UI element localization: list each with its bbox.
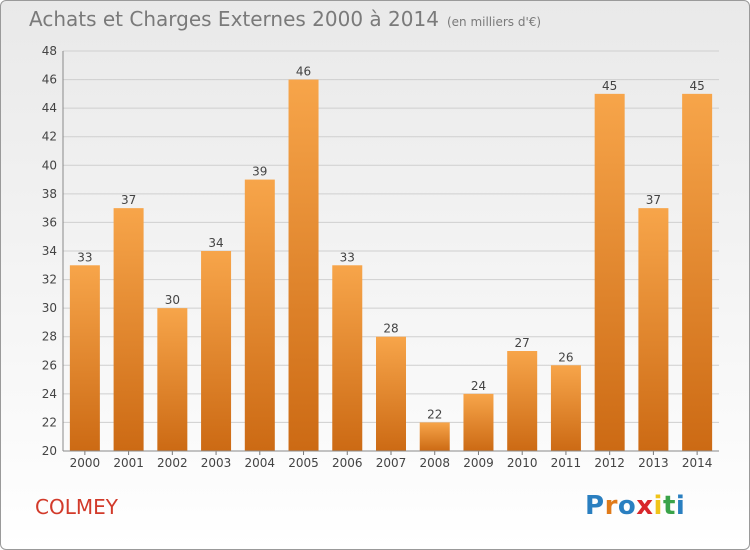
y-tick-label: 30 xyxy=(42,301,57,315)
bar-2014 xyxy=(682,93,713,451)
bar-2011 xyxy=(550,365,581,451)
bar-2009 xyxy=(463,393,494,451)
bar-2012 xyxy=(594,93,625,451)
data-label-2002: 30 xyxy=(165,293,180,307)
x-tick-label: 2011 xyxy=(551,456,582,470)
data-label-2001: 37 xyxy=(121,193,136,207)
x-tick-label: 2005 xyxy=(288,456,319,470)
data-label-2004: 39 xyxy=(252,165,267,179)
x-tick-label: 2002 xyxy=(157,456,188,470)
chart-title-main: Achats et Charges Externes 2000 à 2014 xyxy=(29,7,439,31)
logo-letter: x xyxy=(636,491,654,521)
bar-2010 xyxy=(507,351,538,451)
x-axis-ticks: 2000 2001 2002 2003 2004 2005 2006 2007 2008 2009… xyxy=(70,451,713,470)
x-tick-label: 2014 xyxy=(682,456,713,470)
x-tick-label: 2012 xyxy=(594,456,625,470)
bar-2007 xyxy=(376,336,406,451)
y-tick-label: 40 xyxy=(42,158,57,172)
bar-2001 xyxy=(113,208,144,451)
data-label-2012: 45 xyxy=(602,79,617,93)
data-label-2007: 28 xyxy=(383,322,398,336)
y-tick-label: 20 xyxy=(42,444,57,458)
bar-2002 xyxy=(157,308,188,451)
x-tick-label: 2009 xyxy=(463,456,494,470)
y-tick-label: 34 xyxy=(42,244,57,258)
bar-2005 xyxy=(288,79,319,452)
bar-2008 xyxy=(419,422,450,451)
x-tick-label: 2003 xyxy=(201,456,232,470)
bar-2004 xyxy=(244,179,275,452)
commune-name: COLMEY xyxy=(35,495,118,519)
y-axis-ticks: 20 22 24 26 28 30 32 34 36 38 40 42 44 46 48 xyxy=(42,44,57,458)
x-tick-label: 2008 xyxy=(419,456,450,470)
logo-letter: i xyxy=(653,491,663,521)
logo-letter: P xyxy=(585,491,605,521)
bar-2013 xyxy=(638,208,669,451)
y-tick-label: 28 xyxy=(42,330,57,344)
y-tick-label: 42 xyxy=(42,130,57,144)
bar-2000 xyxy=(69,265,100,451)
logo-letter: i xyxy=(675,491,686,521)
x-tick-label: 2006 xyxy=(332,456,363,470)
y-tick-label: 36 xyxy=(42,215,57,229)
data-labels: 33 37 30 34 39 46 33 28 22 24 27 26 45 37 45 xyxy=(77,65,705,422)
data-label-2009: 24 xyxy=(471,379,486,393)
x-tick-label: 2010 xyxy=(507,456,538,470)
x-tick-label: 2004 xyxy=(245,456,276,470)
data-label-2000: 33 xyxy=(77,250,92,264)
x-tick-label: 2001 xyxy=(113,456,144,470)
x-tick-label: 2013 xyxy=(638,456,669,470)
data-label-2011: 26 xyxy=(558,350,573,364)
axes xyxy=(62,51,719,452)
bar-2003 xyxy=(201,251,232,451)
y-tick-label: 46 xyxy=(42,73,57,87)
data-label-2005: 46 xyxy=(296,65,311,79)
bars xyxy=(69,79,713,452)
y-tick-label: 48 xyxy=(42,44,57,58)
data-label-2003: 34 xyxy=(208,236,223,250)
logo-letter: r xyxy=(604,491,618,521)
x-tick-label: 2000 xyxy=(70,456,101,470)
chart-title: Achats et Charges Externes 2000 à 2014 (e… xyxy=(29,7,541,31)
data-label-2013: 37 xyxy=(646,193,661,207)
y-tick-label: 44 xyxy=(42,101,57,115)
data-label-2010: 27 xyxy=(515,336,530,350)
logo-letter: o xyxy=(617,491,637,521)
chart-title-unit: (en milliers d'€) xyxy=(446,15,542,29)
y-tick-label: 32 xyxy=(42,273,57,287)
data-label-2014: 45 xyxy=(689,79,704,93)
data-label-2006: 33 xyxy=(340,250,355,264)
x-tick-label: 2007 xyxy=(376,456,407,470)
y-tick-label: 26 xyxy=(42,358,57,372)
logo-letter: t xyxy=(662,491,676,521)
y-tick-label: 22 xyxy=(42,415,57,429)
proxiti-logo: Proxiti xyxy=(585,491,685,521)
y-tick-label: 38 xyxy=(42,187,57,201)
bar-2006 xyxy=(332,265,363,451)
data-label-2008: 22 xyxy=(427,407,442,421)
y-tick-label: 24 xyxy=(42,387,57,401)
